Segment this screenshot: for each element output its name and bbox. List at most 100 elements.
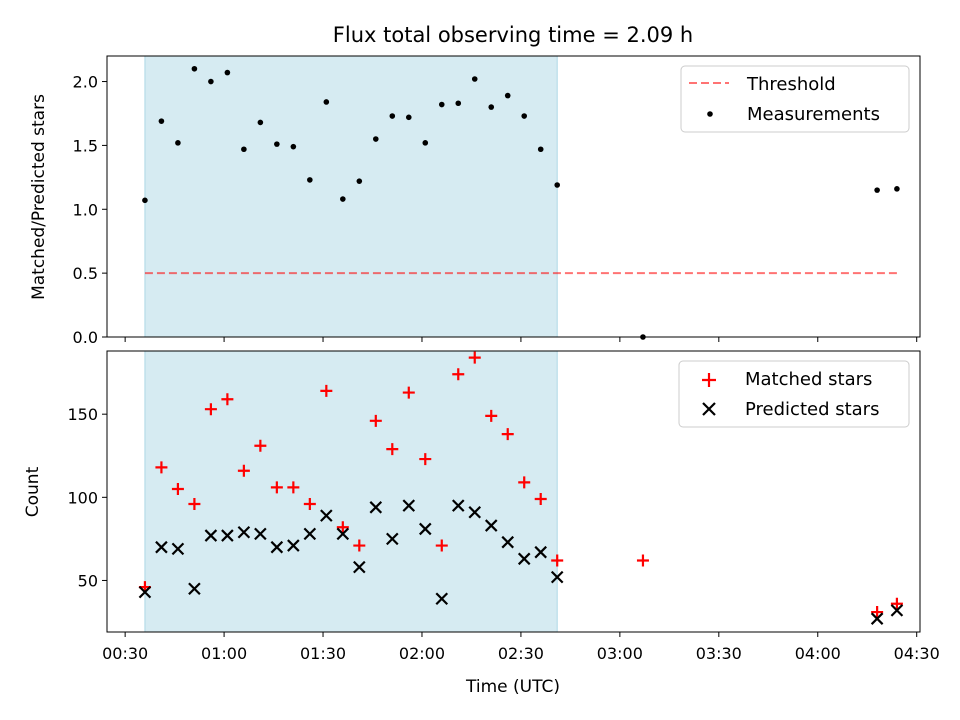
matched-star-point bbox=[287, 481, 300, 494]
predicted-star-point bbox=[237, 525, 251, 539]
measurement-point bbox=[537, 146, 544, 153]
measurement-point bbox=[158, 118, 165, 124]
measurement-point bbox=[455, 100, 462, 107]
measurement-point bbox=[274, 141, 280, 147]
matched-star-point bbox=[435, 539, 448, 552]
ratio-legend: Threshold Measurements bbox=[680, 65, 910, 133]
predicted-star-point bbox=[451, 499, 465, 512]
predicted-star-point bbox=[534, 545, 547, 559]
predicted-star-point bbox=[204, 529, 218, 542]
measurement-point bbox=[488, 104, 495, 110]
measurement-point bbox=[142, 197, 148, 204]
measurement-point bbox=[257, 119, 264, 126]
predicted-star-point bbox=[221, 529, 234, 542]
predicted-star-point bbox=[418, 522, 432, 536]
predicted-star-point bbox=[402, 499, 416, 512]
matched-star-point bbox=[534, 492, 547, 505]
measurement-point bbox=[356, 178, 363, 184]
matched-star-point bbox=[419, 453, 432, 466]
predicted-star-point bbox=[188, 582, 201, 596]
matched-star-point bbox=[254, 439, 267, 452]
count-x-tick-label: 04:00 bbox=[795, 644, 841, 663]
ratio-y-tick-label: 0.0 bbox=[73, 328, 98, 347]
matched-stars-legend-label: Matched stars bbox=[745, 369, 872, 390]
matched-star-point bbox=[204, 403, 217, 416]
count-legend: Matched stars Predicted stars bbox=[678, 360, 910, 428]
ratio-plot-area: 0.0 0.5 1.0 1.5 2.0 bbox=[73, 55, 921, 347]
count-observing-window bbox=[144, 350, 558, 633]
ratio-axes-frame bbox=[106, 55, 921, 338]
matched-star-point bbox=[890, 597, 903, 610]
ratio-y-tick-label: 1.0 bbox=[73, 200, 98, 219]
count-x-tick-label: 01:30 bbox=[300, 644, 346, 663]
matched-star-point bbox=[171, 483, 184, 496]
measurement-point bbox=[373, 136, 379, 142]
predicted-star-point bbox=[369, 501, 383, 514]
matched-star-point bbox=[518, 476, 531, 489]
threshold-legend-label: Threshold bbox=[746, 74, 836, 95]
measurement-point bbox=[894, 186, 900, 192]
matched-star-point bbox=[188, 497, 201, 510]
matched-stars-legend-marker bbox=[702, 373, 716, 387]
predicted-star-point bbox=[501, 535, 515, 549]
ratio-y-tick-label: 2.0 bbox=[73, 73, 98, 92]
ratio-y-axis-label: Matched/Predicted stars bbox=[29, 94, 49, 300]
predicted-star-point bbox=[550, 570, 564, 584]
ratio-observing-window bbox=[144, 55, 558, 338]
measurements-legend-marker bbox=[707, 111, 713, 117]
matched-star-point bbox=[501, 428, 514, 441]
ratio-y-tick-label: 1.5 bbox=[73, 136, 98, 155]
predicted-stars-legend-label: Predicted stars bbox=[745, 399, 879, 420]
predicted-star-point bbox=[890, 604, 904, 617]
measurement-point bbox=[175, 140, 181, 146]
predicted-star-point bbox=[155, 540, 168, 554]
predicted-star-point bbox=[484, 519, 498, 532]
count-y-tick-label: 150 bbox=[67, 405, 98, 424]
time-x-axis-label: Time (UTC) bbox=[465, 677, 560, 697]
count-x-tick-label: 01:00 bbox=[201, 644, 247, 663]
predicted-star-point bbox=[270, 540, 284, 554]
count-x-tick-label: 03:30 bbox=[696, 644, 742, 663]
predicted-star-point bbox=[517, 552, 531, 566]
matched-star-point bbox=[237, 464, 250, 477]
measurement-point bbox=[521, 113, 528, 119]
measurement-point bbox=[208, 78, 214, 85]
measurement-point bbox=[323, 99, 330, 105]
predicted-stars-legend-marker bbox=[702, 402, 716, 416]
predicted-star-point bbox=[320, 509, 333, 522]
predicted-star-point bbox=[171, 542, 185, 556]
matched-star-point bbox=[452, 368, 465, 381]
predicted-star-point bbox=[303, 527, 317, 541]
matched-star-point bbox=[402, 386, 415, 399]
ratio-panel: Flux total observing time = 2.09 h 0.00.… bbox=[29, 23, 921, 347]
count-panel: 50 100 150 00:30 01:00 01:30 02:00 02:30 03:00 03… bbox=[23, 350, 940, 697]
count-x-tick-label: 03:00 bbox=[597, 644, 643, 663]
measurement-point bbox=[422, 140, 429, 146]
count-x-tick-label: 02:00 bbox=[399, 644, 445, 663]
measurement-point bbox=[438, 101, 445, 108]
measurement-point bbox=[405, 114, 412, 121]
measurement-point bbox=[874, 187, 880, 193]
predicted-star-point bbox=[435, 592, 449, 606]
count-x-tick-label: 00:30 bbox=[102, 644, 148, 663]
measurement-point bbox=[307, 177, 313, 183]
matched-star-point bbox=[386, 443, 399, 456]
matched-star-point bbox=[303, 497, 316, 510]
measurement-point bbox=[389, 113, 396, 119]
matched-star-point bbox=[320, 384, 333, 397]
measurement-point bbox=[554, 182, 561, 188]
matched-star-point bbox=[336, 521, 349, 534]
measurement-point bbox=[504, 92, 511, 99]
predicted-star-point bbox=[287, 539, 300, 552]
matched-star-point bbox=[636, 554, 649, 567]
matched-star-point bbox=[468, 351, 481, 364]
count-x-tick-label: 02:30 bbox=[498, 644, 544, 663]
count-x-tick-label: 04:30 bbox=[894, 644, 940, 663]
count-y-tick-label: 100 bbox=[67, 488, 98, 507]
ratio-y-tick-label: 0.5 bbox=[73, 264, 98, 283]
matched-star-point bbox=[270, 481, 283, 494]
count-legend-box bbox=[678, 360, 910, 428]
count-y-axis-label: Count bbox=[23, 466, 43, 517]
matched-star-point bbox=[871, 606, 884, 619]
predicted-star-point bbox=[386, 532, 399, 546]
